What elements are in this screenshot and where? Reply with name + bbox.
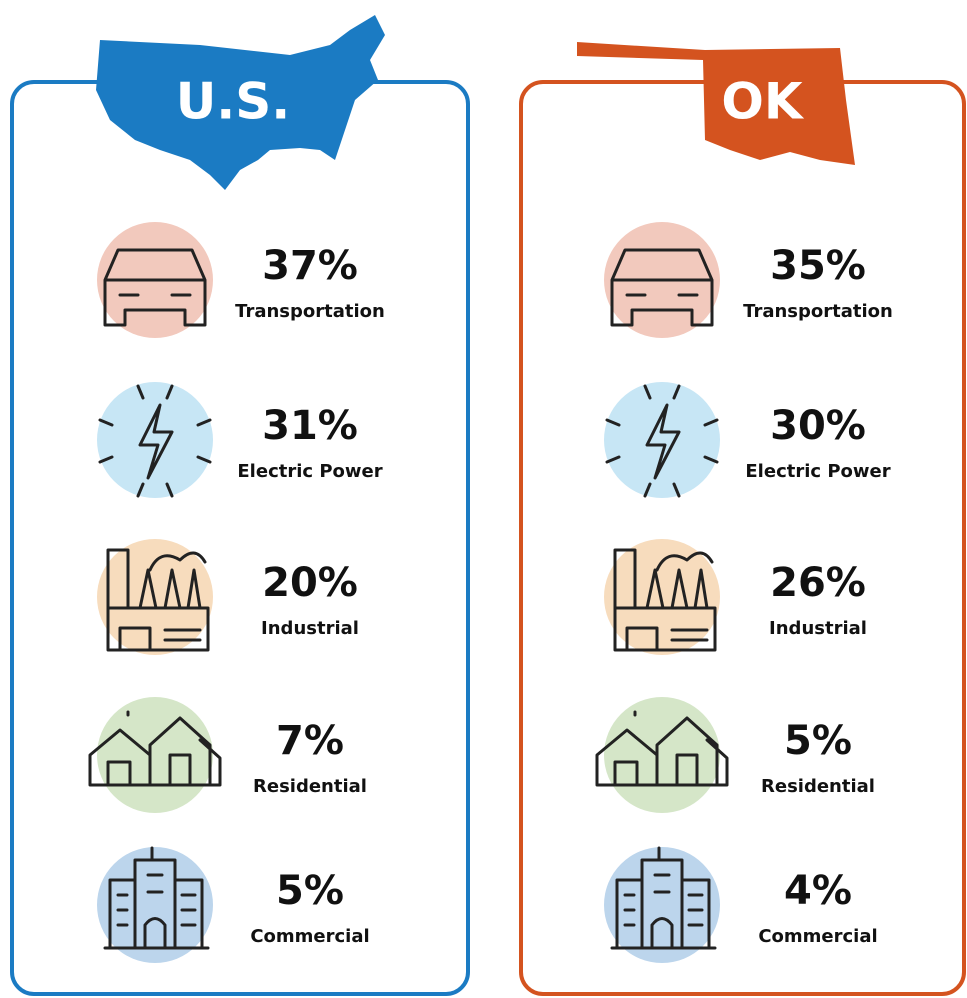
sector-label: Transportation <box>743 301 893 322</box>
sector-label: Electric Power <box>237 461 382 482</box>
icon <box>613 548 717 652</box>
icon-glyph <box>106 548 210 652</box>
sector-label: Transportation <box>235 301 385 322</box>
icon <box>98 384 212 498</box>
icon-glyph <box>610 248 714 327</box>
percent: 5% <box>276 868 344 914</box>
icon <box>106 548 210 652</box>
percent: 30% <box>770 403 866 449</box>
icon <box>88 710 222 787</box>
percent: 37% <box>262 243 358 289</box>
icon-circle <box>604 382 720 498</box>
icon <box>610 248 714 327</box>
icon-circle <box>604 697 720 813</box>
percent: 7% <box>276 718 344 764</box>
sector-label: Electric Power <box>745 461 890 482</box>
icon-circle <box>97 382 213 498</box>
icon-circle <box>604 847 720 963</box>
icon <box>595 710 729 787</box>
icon-glyph <box>88 710 222 787</box>
icon <box>103 248 207 327</box>
icon-glyph <box>103 846 210 950</box>
icon-circle <box>97 847 213 963</box>
icon-glyph <box>98 384 212 498</box>
percent: 5% <box>784 718 852 764</box>
us-map <box>96 15 385 190</box>
icon-glyph <box>605 384 719 498</box>
percent: 4% <box>784 868 852 914</box>
icon <box>103 846 210 950</box>
ok-map <box>577 42 855 165</box>
icon-circle <box>97 697 213 813</box>
icon-glyph <box>610 846 717 950</box>
icon-glyph <box>595 710 729 787</box>
sector-label: Industrial <box>769 618 867 639</box>
panel-title: U.S. <box>176 73 291 131</box>
us-panel <box>10 80 470 996</box>
panel-title: OK <box>721 73 805 131</box>
sector-label: Residential <box>761 776 875 797</box>
percent: 26% <box>770 560 866 606</box>
percent: 20% <box>262 560 358 606</box>
percent: 35% <box>770 243 866 289</box>
ok-panel <box>519 80 966 996</box>
sector-label: Residential <box>253 776 367 797</box>
icon-glyph <box>613 548 717 652</box>
sector-label: Commercial <box>758 926 877 947</box>
icon-glyph <box>103 248 207 327</box>
icon <box>605 384 719 498</box>
icon <box>610 846 717 950</box>
percent: 31% <box>262 403 358 449</box>
sector-label: Commercial <box>250 926 369 947</box>
sector-label: Industrial <box>261 618 359 639</box>
